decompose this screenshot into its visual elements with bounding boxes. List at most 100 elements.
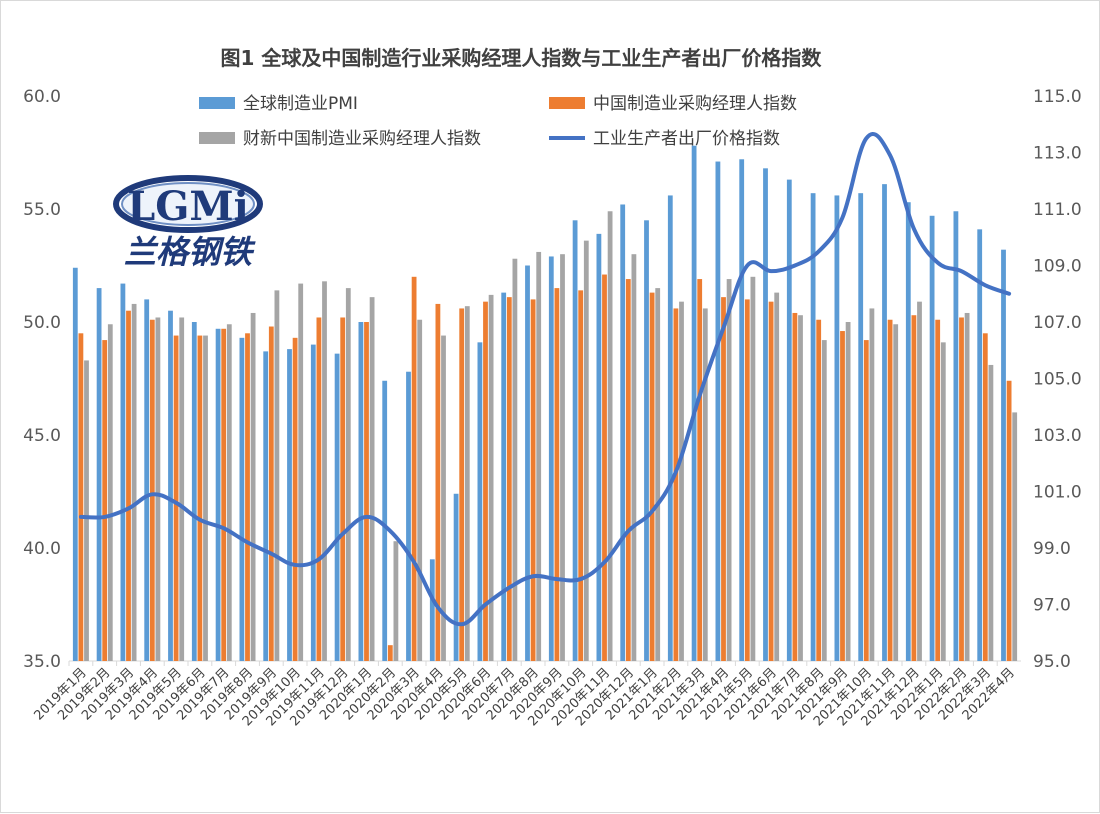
bar-global-pmi — [191, 322, 197, 661]
bar-global-pmi — [667, 195, 673, 661]
bar-caixin-pmi — [322, 281, 327, 661]
bar-china-pmi — [340, 317, 346, 661]
bar-china-pmi — [768, 301, 774, 661]
bar-global-pmi — [763, 168, 768, 661]
bar-global-pmi — [263, 351, 269, 661]
y-right-tick-label: 105.0 — [1033, 370, 1082, 390]
bar-china-pmi — [554, 288, 560, 661]
bar-global-pmi — [953, 211, 959, 661]
bar-global-pmi — [620, 204, 626, 662]
bar-global-pmi — [168, 310, 173, 661]
bar-china-pmi — [435, 303, 441, 661]
bar-china-pmi — [483, 301, 488, 661]
bar-global-pmi — [644, 220, 649, 662]
bar-global-pmi — [358, 322, 364, 661]
bar-china-pmi — [673, 308, 679, 661]
bar-china-pmi — [840, 331, 845, 661]
bar-caixin-pmi — [988, 364, 994, 661]
bar-china-pmi — [887, 319, 893, 661]
y-left-tick-label: 35.0 — [23, 652, 61, 672]
bars — [72, 145, 1018, 662]
bar-china-pmi — [625, 279, 631, 661]
bar-caixin-pmi — [84, 360, 89, 661]
bar-china-pmi — [268, 326, 274, 661]
bar-caixin-pmi — [417, 319, 423, 661]
logo-text: LGMi — [127, 183, 249, 230]
bar-caixin-pmi — [845, 322, 851, 661]
bar-global-pmi — [215, 328, 221, 661]
bar-china-pmi — [721, 297, 726, 661]
bar-caixin-pmi — [393, 541, 399, 661]
bar-china-pmi — [316, 317, 322, 661]
bar-caixin-pmi — [464, 306, 470, 661]
bar-caixin-pmi — [298, 283, 304, 661]
bar-caixin-pmi — [107, 324, 113, 661]
bar-global-pmi — [739, 159, 745, 661]
bar-china-pmi — [697, 279, 703, 661]
bar-caixin-pmi — [583, 240, 589, 661]
bar-caixin-pmi — [917, 301, 922, 661]
y-right-tick-label: 99.0 — [1033, 539, 1071, 559]
y-right-tick-label: 109.0 — [1033, 257, 1082, 277]
bar-caixin-pmi — [940, 342, 946, 661]
bar-china-pmi — [744, 299, 750, 661]
bar-global-pmi — [810, 193, 816, 661]
bar-global-pmi — [334, 353, 340, 661]
bar-caixin-pmi — [750, 276, 756, 661]
bar-global-pmi — [501, 292, 507, 661]
bar-caixin-pmi — [441, 335, 446, 661]
bar-global-pmi — [310, 344, 316, 661]
bar-china-pmi — [197, 335, 203, 661]
bar-global-pmi — [525, 265, 530, 661]
bar-china-pmi — [221, 328, 227, 661]
bar-caixin-pmi — [131, 303, 137, 661]
bar-china-pmi — [245, 333, 250, 661]
bar-global-pmi — [72, 267, 78, 661]
bar-china-pmi — [578, 290, 584, 661]
line-series — [78, 132, 1012, 627]
y-left-tick-label: 55.0 — [23, 200, 61, 220]
ppi-line — [78, 132, 1012, 627]
bar-caixin-pmi — [488, 294, 494, 661]
bar-china-pmi — [387, 645, 393, 661]
y-right-tick-label: 95.0 — [1033, 652, 1071, 672]
y-right-tick-label: 97.0 — [1033, 596, 1071, 616]
y-left-tick-label: 40.0 — [23, 539, 61, 559]
bar-caixin-pmi — [274, 290, 280, 661]
bar-caixin-pmi — [345, 288, 351, 661]
logo-ring — [113, 175, 263, 233]
bar-china-pmi — [792, 312, 798, 661]
logo-subtitle: 兰格钢铁 — [124, 233, 256, 271]
y-left-tick-label: 45.0 — [23, 426, 61, 446]
y-left-tick-label: 60.0 — [23, 87, 61, 107]
bar-china-pmi — [292, 337, 298, 661]
bar-global-pmi — [715, 161, 721, 662]
bar-china-pmi — [126, 310, 131, 661]
bar-china-pmi — [982, 333, 988, 661]
bar-caixin-pmi — [1012, 412, 1018, 661]
logo-inner-ring — [121, 182, 255, 226]
bar-caixin-pmi — [226, 324, 232, 661]
bar-china-pmi — [102, 340, 108, 661]
bar-caixin-pmi — [179, 317, 185, 661]
bar-caixin-pmi — [821, 340, 827, 661]
bar-global-pmi — [905, 202, 911, 661]
y-right-tick-label: 103.0 — [1033, 426, 1082, 446]
legend-label: 财新中国制造业采购经理人指数 — [243, 129, 481, 149]
bar-china-pmi — [959, 317, 964, 661]
bar-caixin-pmi — [369, 297, 375, 661]
bar-china-pmi — [506, 297, 512, 661]
bar-caixin-pmi — [250, 312, 256, 661]
bar-global-pmi — [929, 215, 935, 661]
bar-china-pmi — [1006, 380, 1012, 661]
bar-global-pmi — [858, 193, 864, 661]
bar-caixin-pmi — [655, 288, 661, 661]
bar-caixin-pmi — [702, 308, 708, 661]
y-right-tick-label: 101.0 — [1033, 483, 1082, 503]
bar-global-pmi — [382, 380, 388, 661]
bar-china-pmi — [935, 319, 941, 661]
legend-swatch — [199, 132, 235, 144]
